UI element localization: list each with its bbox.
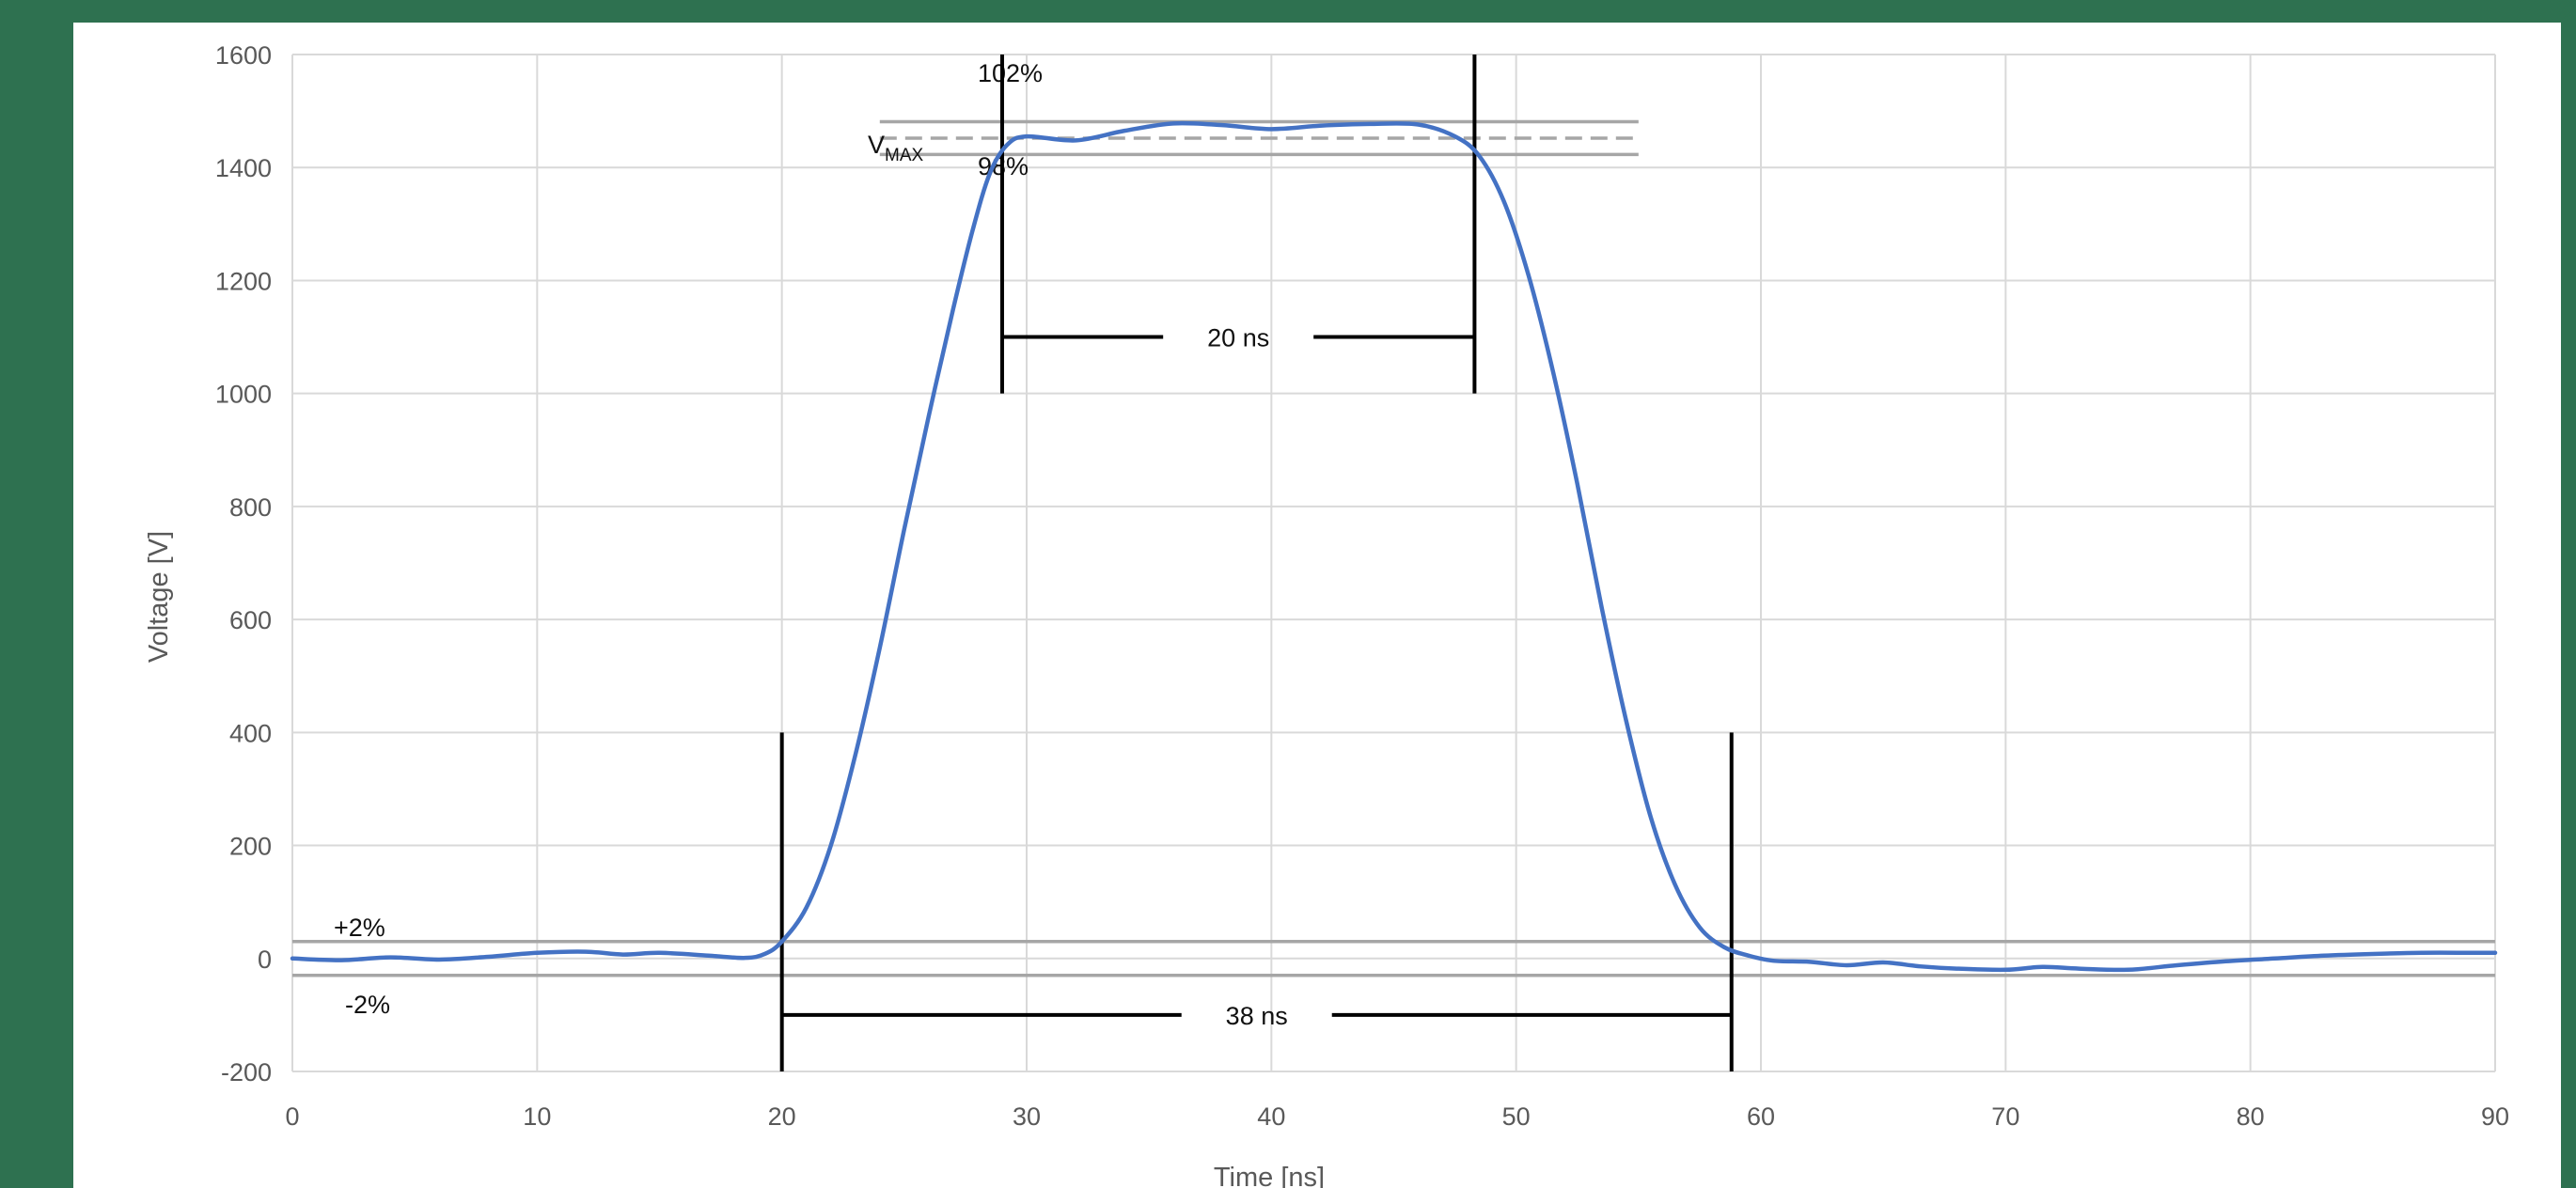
x-tick-label: 0 xyxy=(285,1102,299,1131)
y-tick-label: 200 xyxy=(229,833,272,861)
y-tick-label: -200 xyxy=(221,1058,272,1086)
x-tick-label: 70 xyxy=(1991,1102,2019,1131)
y-tick-label: 0 xyxy=(258,946,272,974)
x-tick-label: 50 xyxy=(1502,1102,1531,1131)
time-markers xyxy=(779,55,1734,1071)
vmax-main: V xyxy=(868,131,885,159)
vmax-subscript: MAX xyxy=(885,146,924,165)
x-axis-tick-labels: 0 10 20 30 40 50 60 70 80 90 xyxy=(285,1102,2509,1131)
voltage-series-line xyxy=(290,120,2498,973)
x-tick-label: 90 xyxy=(2481,1102,2509,1131)
duration-brackets: 20 ns 38 ns xyxy=(781,324,1732,1030)
duration-label: 20 ns xyxy=(1207,324,1269,352)
threshold-lines: +2%-2%102%98% xyxy=(292,59,2495,1019)
horizontal-gridlines xyxy=(292,54,2495,1072)
x-tick-label: 80 xyxy=(2237,1102,2265,1131)
threshold-label: 102% xyxy=(978,59,1043,87)
y-tick-label: 1400 xyxy=(215,154,272,182)
duration-label: 38 ns xyxy=(1226,1002,1288,1030)
y-tick-label: 1200 xyxy=(215,267,272,295)
x-tick-label: 60 xyxy=(1747,1102,1775,1131)
x-axis-title: Time [ns] xyxy=(1214,1163,1325,1188)
y-tick-label: 600 xyxy=(229,606,272,634)
x-tick-label: 30 xyxy=(1013,1102,1041,1131)
y-axis-tick-labels: -200 0 200 400 600 800 1000 1200 1400 1600 xyxy=(215,41,272,1086)
voltage-time-chart: 0 10 20 30 40 50 60 70 80 90 -200 0 200 400 600 800 100… xyxy=(144,41,2509,1188)
y-tick-label: 1000 xyxy=(215,381,272,409)
x-tick-label: 10 xyxy=(523,1102,551,1131)
x-tick-label: 40 xyxy=(1257,1102,1285,1131)
chart-panel: 0 10 20 30 40 50 60 70 80 90 -200 0 200 400 600 800 100… xyxy=(73,23,2561,1188)
series-group xyxy=(290,120,2498,973)
vmax-label: VMAX xyxy=(868,131,924,165)
y-axis-title: Voltage [V] xyxy=(144,531,174,663)
y-tick-label: 1600 xyxy=(215,41,272,70)
y-tick-label: 800 xyxy=(229,493,272,522)
vertical-gridlines xyxy=(291,55,2496,1071)
y-tick-label: 400 xyxy=(229,719,272,747)
x-tick-label: 20 xyxy=(768,1102,796,1131)
threshold-label: -2% xyxy=(345,991,390,1019)
threshold-label: +2% xyxy=(334,914,385,942)
